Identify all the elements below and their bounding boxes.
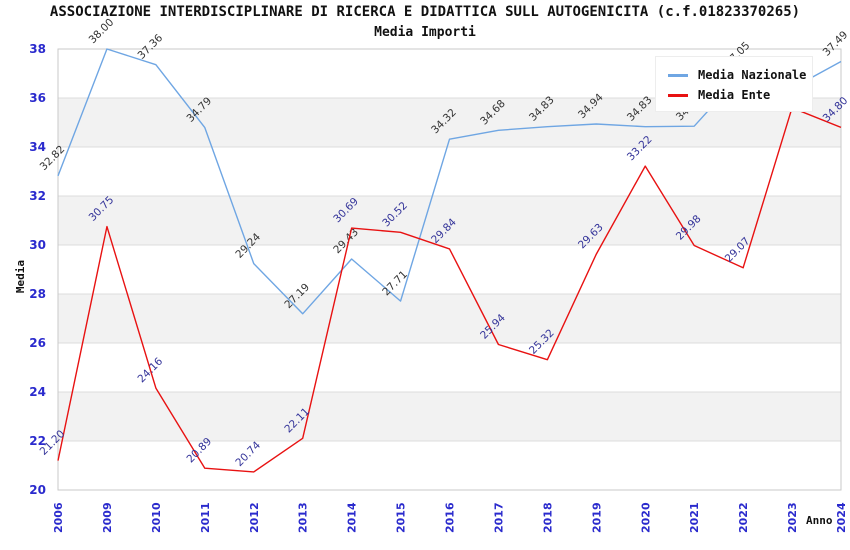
x-tick-label: 2021 xyxy=(688,502,701,533)
x-tick-label: 2018 xyxy=(541,502,554,533)
data-label: 38.00 xyxy=(87,16,117,46)
legend-swatch-media-ente xyxy=(668,93,688,97)
legend-label-media-ente: Media Ente xyxy=(698,88,771,102)
chart-subtitle: Media Importi xyxy=(374,25,476,40)
grid-band xyxy=(58,196,841,245)
y-axis-title: Media xyxy=(14,259,28,294)
data-label: 24.16 xyxy=(136,355,166,385)
grid-band xyxy=(58,392,841,441)
x-tick-label: 2019 xyxy=(590,502,603,533)
y-tick-label: 26 xyxy=(29,336,46,350)
x-tick-label: 2014 xyxy=(346,502,359,533)
x-tick-label: 2020 xyxy=(639,502,652,533)
x-tick-label: 2011 xyxy=(199,502,212,533)
plot-border xyxy=(57,48,842,491)
legend: Media Nazionale Media Ente xyxy=(655,56,813,112)
y-tick-label: 36 xyxy=(29,91,46,105)
y-tick-label: 34 xyxy=(29,140,46,154)
x-tick-label: 2024 xyxy=(835,502,848,533)
y-tick-label: 32 xyxy=(29,189,46,203)
x-tick-label: 2022 xyxy=(737,502,750,533)
chart-title: ASSOCIAZIONE INTERDISCIPLINARE DI RICERC… xyxy=(49,4,801,20)
x-axis-title: Anno xyxy=(806,514,833,527)
x-tick-label: 2013 xyxy=(297,502,310,533)
y-tick-label: 38 xyxy=(29,42,46,56)
grid-band xyxy=(58,294,841,343)
legend-item-media-ente: Media Ente xyxy=(668,85,812,105)
y-tick-label: 22 xyxy=(29,434,46,448)
data-label: 37.36 xyxy=(136,32,166,62)
x-tick-label: 2006 xyxy=(52,502,65,533)
series-line-media-ente xyxy=(57,107,842,473)
y-tick-label: 28 xyxy=(29,287,46,301)
y-tick-label: 24 xyxy=(29,385,46,399)
x-tick-label: 2012 xyxy=(248,502,261,533)
legend-swatch-media-nazionale xyxy=(668,73,688,77)
x-tick-label: 2015 xyxy=(395,502,408,533)
x-tick-label: 2016 xyxy=(444,502,457,533)
legend-item-media-nazionale: Media Nazionale xyxy=(668,65,812,85)
data-label: 20.74 xyxy=(233,439,263,469)
legend-label-media-nazionale: Media Nazionale xyxy=(698,68,807,82)
x-tick-label: 2017 xyxy=(492,502,505,533)
x-tick-label: 2010 xyxy=(150,502,163,533)
data-label: 37.49 xyxy=(821,29,850,59)
x-tick-label: 2009 xyxy=(101,502,114,533)
y-tick-label: 30 xyxy=(29,238,46,252)
x-tick-label: 2023 xyxy=(786,502,799,533)
y-tick-label: 20 xyxy=(29,483,46,497)
